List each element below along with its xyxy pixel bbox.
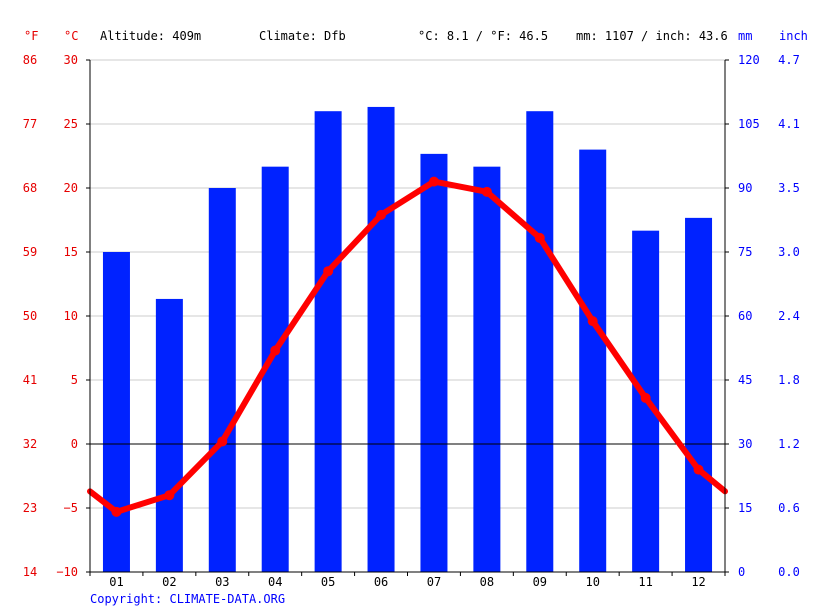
temperature-point-08 <box>481 186 492 197</box>
inch-tick-label: 4.1 <box>778 117 800 131</box>
temperature-point-05 <box>323 266 334 277</box>
precipitation-bar-08 <box>473 166 501 572</box>
inch-tick-label: 2.4 <box>778 309 800 323</box>
inch-tick-label: 3.0 <box>778 245 800 259</box>
inch-unit-label: inch <box>779 29 808 43</box>
temperature-point-06 <box>376 209 387 220</box>
temperature-point-11 <box>640 392 651 403</box>
fahrenheit-unit-label: °F <box>24 29 38 43</box>
tick-labels: 86 30 120 4.777 25 105 4.168 20 90 3.559 15 75 3.050… <box>23 53 800 589</box>
celsius-tick-label: 5 <box>71 373 78 387</box>
total-precipitation-label: mm: 1107 / inch: 43.6 <box>576 29 728 43</box>
temperature-point-03 <box>217 436 228 447</box>
precipitation-bar-12 <box>685 217 713 572</box>
month-label-11: 11 <box>638 575 652 589</box>
month-label-02: 02 <box>162 575 176 589</box>
average-temperature-label: °C: 8.1 / °F: 46.5 <box>418 29 548 43</box>
month-label-12: 12 <box>691 575 705 589</box>
fahrenheit-tick-label: 14 <box>23 565 37 579</box>
celsius-unit-label: °C <box>64 29 78 43</box>
celsius-tick-label: −10 <box>56 565 78 579</box>
celsius-tick-label: 25 <box>64 117 78 131</box>
precipitation-bar-02 <box>155 298 183 572</box>
climate-label: Climate: Dfb <box>259 29 346 43</box>
month-label-09: 09 <box>533 575 547 589</box>
celsius-tick-label: 0 <box>71 437 78 451</box>
fahrenheit-tick-label: 41 <box>23 373 37 387</box>
fahrenheit-tick-label: 50 <box>23 309 37 323</box>
mm-tick-label: 105 <box>738 117 760 131</box>
precipitation-bar-05 <box>314 111 342 572</box>
month-label-08: 08 <box>480 575 494 589</box>
temperature-point-02 <box>164 490 175 501</box>
celsius-tick-label: 20 <box>64 181 78 195</box>
altitude-label: Altitude: 409m <box>100 29 201 43</box>
fahrenheit-tick-label: 68 <box>23 181 37 195</box>
mm-tick-label: 120 <box>738 53 760 67</box>
axes <box>86 59 729 576</box>
temperature-point-12 <box>693 464 704 475</box>
month-label-05: 05 <box>321 575 335 589</box>
mm-tick-label: 90 <box>738 181 752 195</box>
mm-tick-label: 15 <box>738 501 752 515</box>
inch-tick-label: 4.7 <box>778 53 800 67</box>
fahrenheit-tick-label: 32 <box>23 437 37 451</box>
fahrenheit-tick-label: 86 <box>23 53 37 67</box>
fahrenheit-tick-label: 59 <box>23 245 37 259</box>
copyright-text: Copyright: CLIMATE-DATA.ORG <box>90 592 285 606</box>
month-label-03: 03 <box>215 575 229 589</box>
temperature-point-01 <box>111 506 122 517</box>
fahrenheit-tick-label: 77 <box>23 117 37 131</box>
mm-unit-label: mm <box>738 29 752 43</box>
month-label-01: 01 <box>109 575 123 589</box>
mm-tick-label: 75 <box>738 245 752 259</box>
month-label-10: 10 <box>585 575 599 589</box>
celsius-tick-label: 10 <box>64 309 78 323</box>
mm-tick-label: 45 <box>738 373 752 387</box>
inch-tick-label: 0.6 <box>778 501 800 515</box>
precipitation-bars <box>102 106 713 572</box>
celsius-tick-label: 30 <box>64 53 78 67</box>
month-label-04: 04 <box>268 575 282 589</box>
temperature-line <box>87 176 728 517</box>
temperature-series-line <box>87 178 728 515</box>
mm-tick-label: 0 <box>738 565 745 579</box>
inch-tick-label: 3.5 <box>778 181 800 195</box>
temperature-point-04 <box>270 345 281 356</box>
celsius-tick-label: 15 <box>64 245 78 259</box>
inch-tick-label: 0.0 <box>778 565 800 579</box>
grid-lines <box>90 59 725 509</box>
celsius-tick-label: −5 <box>64 501 78 515</box>
precipitation-bar-01 <box>102 252 130 572</box>
precipitation-bar-06 <box>367 106 395 572</box>
mm-tick-label: 30 <box>738 437 752 451</box>
precipitation-bar-03 <box>208 188 236 572</box>
temperature-point-07 <box>428 176 439 187</box>
fahrenheit-tick-label: 23 <box>23 501 37 515</box>
precipitation-bar-09 <box>526 111 554 572</box>
month-label-06: 06 <box>374 575 388 589</box>
precipitation-bar-10 <box>579 149 607 572</box>
inch-tick-label: 1.8 <box>778 373 800 387</box>
temperature-point-09 <box>534 232 545 243</box>
month-label-07: 07 <box>427 575 441 589</box>
mm-tick-label: 60 <box>738 309 752 323</box>
temperature-point-10 <box>587 316 598 327</box>
inch-tick-label: 1.2 <box>778 437 800 451</box>
precipitation-bar-07 <box>420 153 448 572</box>
